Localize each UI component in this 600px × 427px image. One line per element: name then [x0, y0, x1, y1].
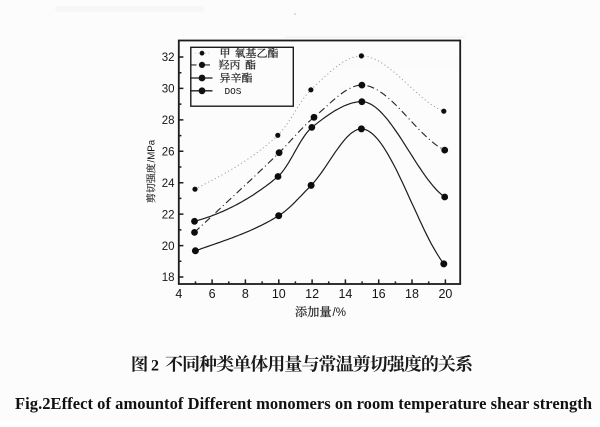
svg-text:22: 22	[162, 209, 175, 221]
svg-text:16: 16	[372, 287, 386, 301]
svg-text:/%: /%	[333, 307, 346, 319]
svg-text:24: 24	[162, 178, 175, 190]
svg-text:10: 10	[272, 287, 286, 301]
svg-text:20: 20	[162, 241, 175, 253]
svg-text:26: 26	[162, 147, 175, 159]
svg-text:32: 32	[162, 52, 175, 64]
svg-text:DOS: DOS	[225, 86, 242, 97]
svg-text:/MPa: /MPa	[147, 139, 158, 162]
svg-text:4: 4	[175, 287, 182, 301]
svg-text:Fig.2Effect of amountof Differ: Fig.2Effect of amountof Different monome…	[15, 394, 592, 413]
svg-text:30: 30	[162, 84, 175, 96]
svg-text:12: 12	[305, 287, 319, 301]
svg-text:18: 18	[405, 287, 419, 301]
svg-text:20: 20	[438, 287, 452, 301]
svg-text:2: 2	[151, 357, 159, 374]
svg-text:14: 14	[338, 287, 352, 301]
svg-text:18: 18	[162, 272, 175, 284]
svg-text:6: 6	[209, 287, 216, 301]
svg-text:8: 8	[242, 287, 249, 301]
svg-text:28: 28	[162, 115, 175, 127]
